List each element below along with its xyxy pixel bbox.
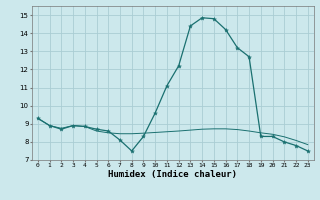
X-axis label: Humidex (Indice chaleur): Humidex (Indice chaleur) [108, 170, 237, 179]
